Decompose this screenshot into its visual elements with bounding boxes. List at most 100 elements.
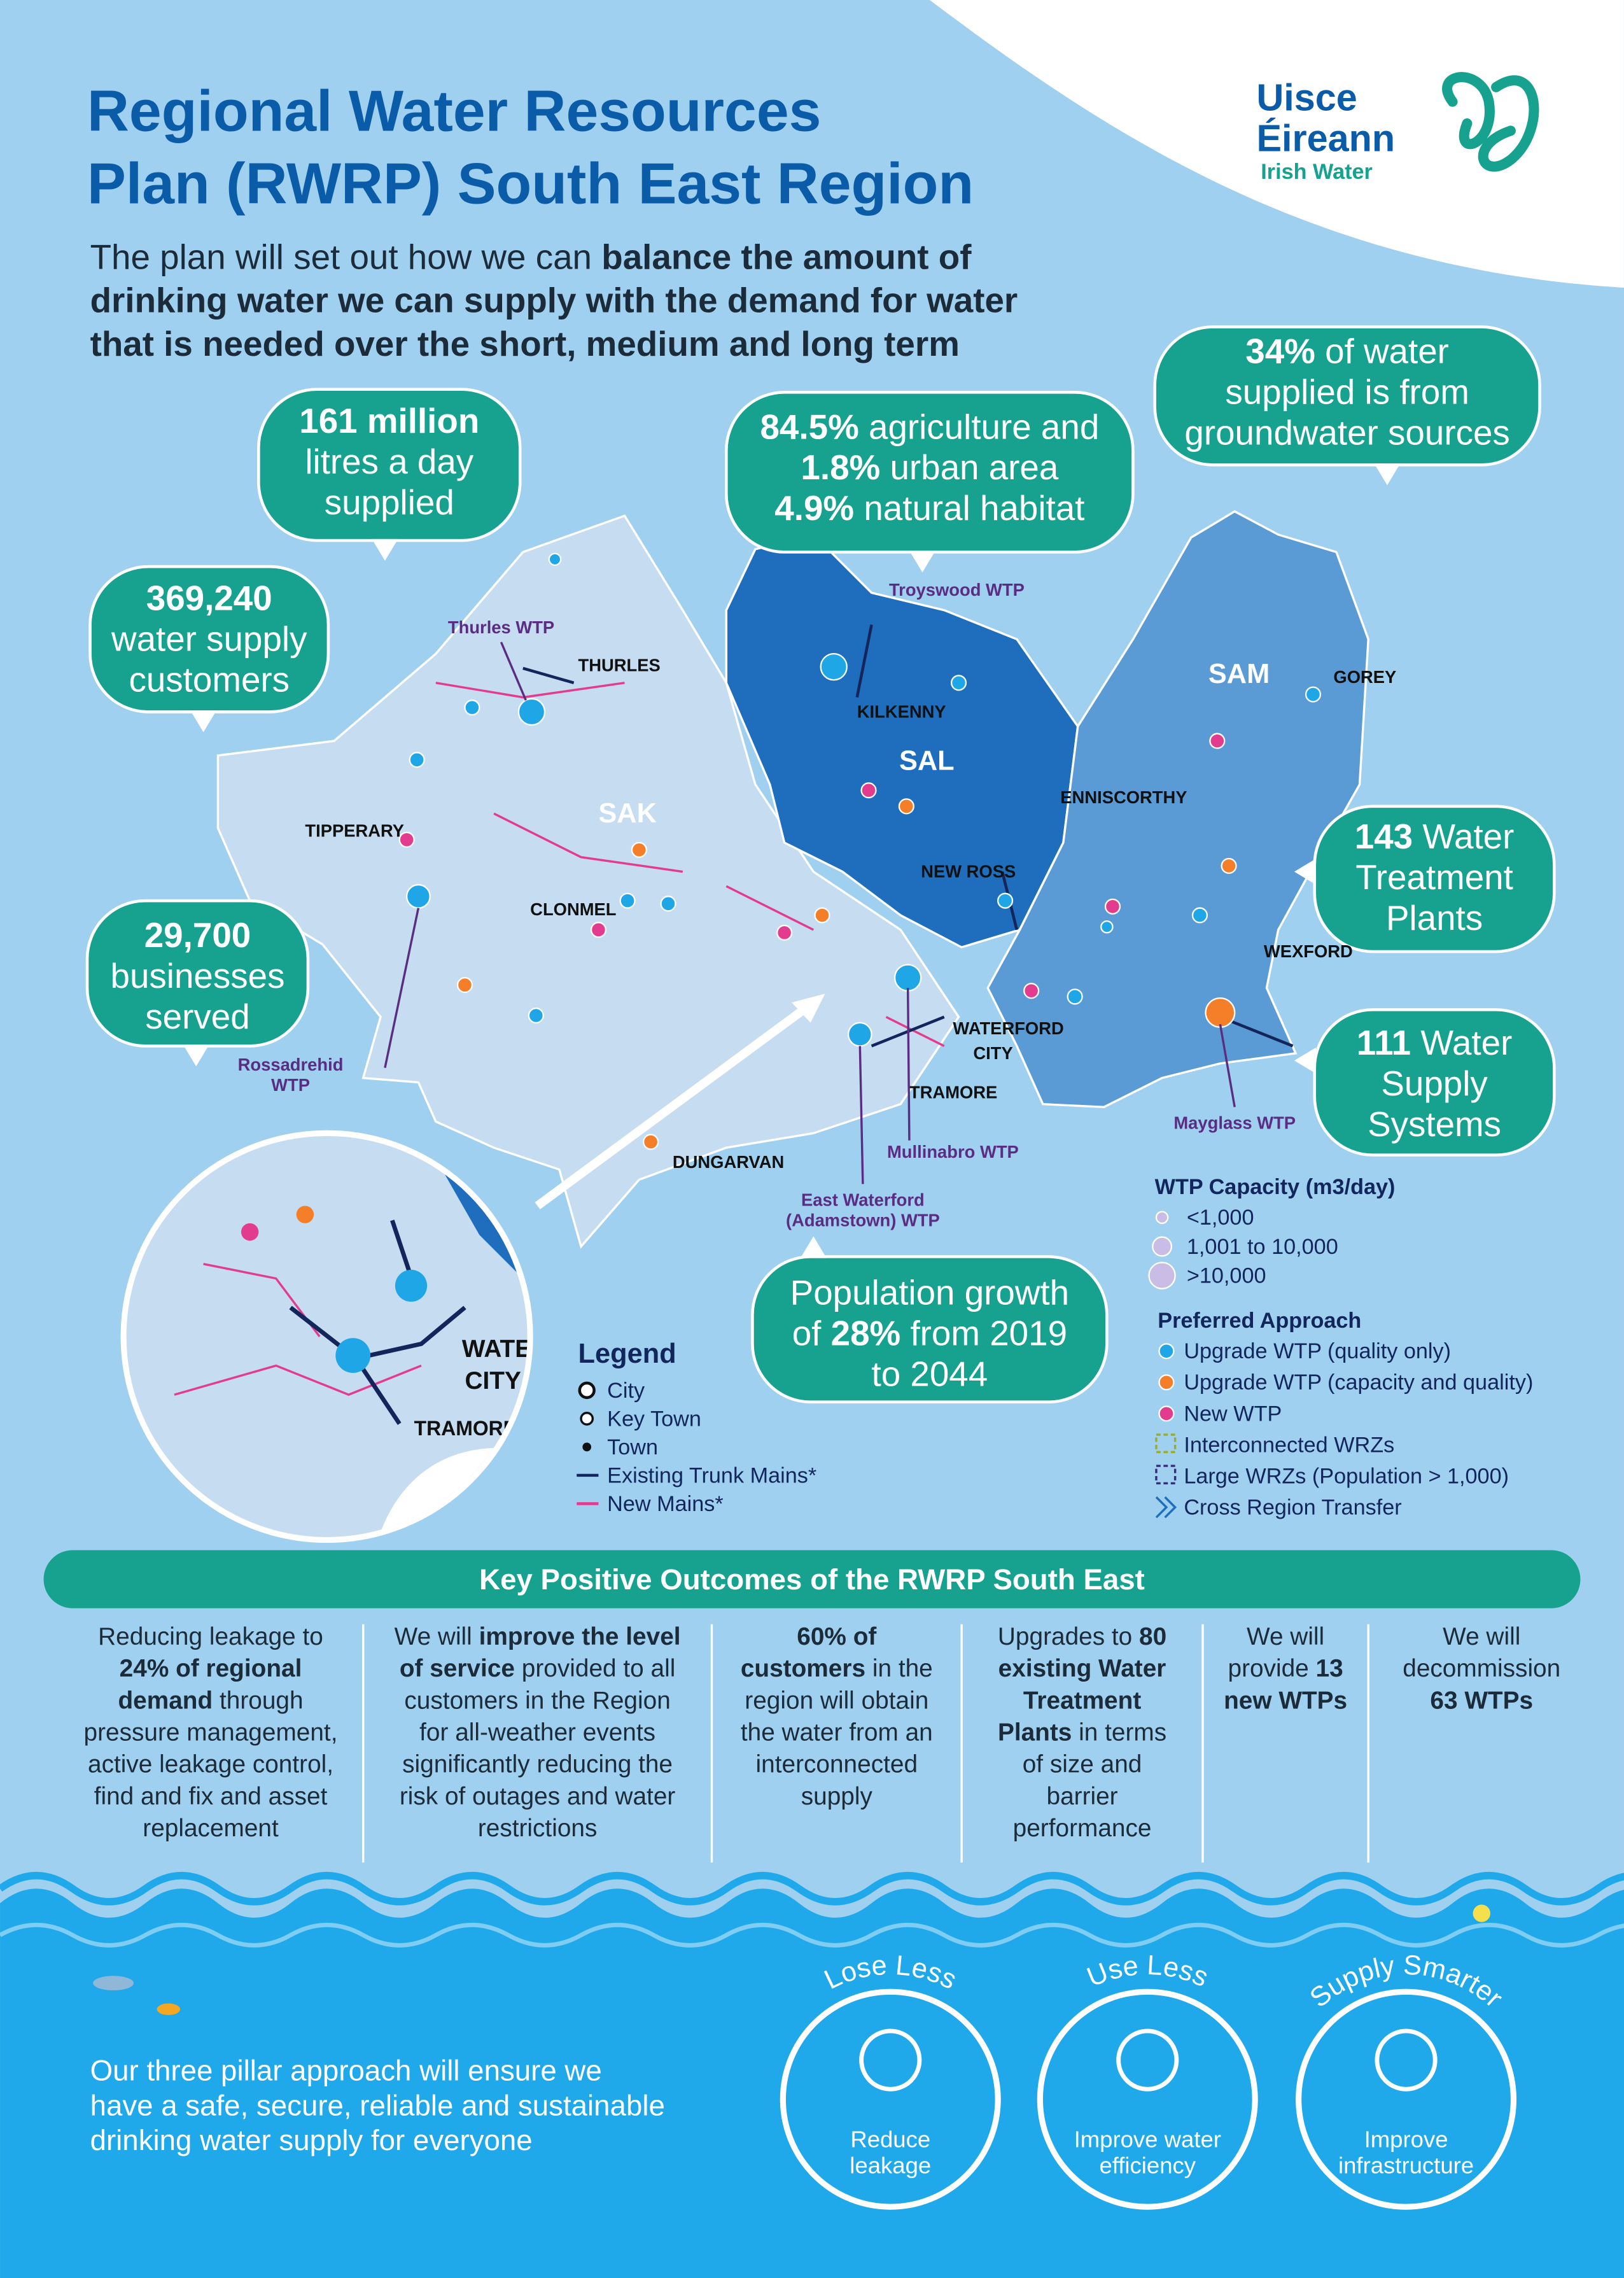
- plant-marker: [619, 892, 636, 909]
- plant-label: Rossadrehid: [238, 1055, 344, 1074]
- place-label: GOREY: [1333, 667, 1396, 687]
- callout-line: businesses: [110, 956, 284, 995]
- text: Upgrades to: [998, 1623, 1139, 1650]
- plant-marker: [517, 698, 546, 726]
- callout-line: 111 Water: [1357, 1023, 1513, 1062]
- title: Regional Water Resources: [87, 78, 821, 143]
- text: the water from an: [741, 1719, 933, 1746]
- plant-marker: [820, 652, 848, 681]
- bold-text: drinking water we can supply with the de…: [90, 281, 1018, 320]
- text: significantly reducing the: [402, 1751, 673, 1778]
- outcomes-bar: [43, 1550, 1581, 1608]
- pillar-circle: [1037, 1988, 1258, 2210]
- new-mains: [435, 682, 945, 1047]
- bold-text: 29,700: [144, 915, 251, 955]
- bold-text: 13: [1316, 1655, 1343, 1682]
- plant-marker: [643, 1134, 659, 1150]
- plant-label: Troyswood WTP: [889, 580, 1025, 600]
- callout-line: Supply: [1381, 1064, 1488, 1103]
- text: from 2019: [900, 1314, 1067, 1353]
- plant-marker: [528, 1007, 544, 1024]
- plant-marker: [398, 831, 415, 848]
- outcome-line: risk of outages and water: [400, 1783, 676, 1810]
- text: The plan will set out how we can: [90, 237, 602, 276]
- outcome-line: barrier: [1046, 1783, 1117, 1810]
- outcome-separators: [361, 1624, 1369, 1863]
- place-label: ENNISCORTHY: [1060, 787, 1187, 807]
- legend-item: Town: [607, 1435, 658, 1459]
- place-label: CITY: [973, 1043, 1012, 1063]
- pillar-caption: Improve: [1364, 2127, 1448, 2153]
- plant-marker: [1221, 857, 1237, 874]
- text: active leakage control,: [88, 1751, 333, 1778]
- approach-item: Large WRZs (Population > 1,000): [1184, 1464, 1509, 1488]
- intro-line: that is needed over the short, medium an…: [90, 324, 960, 363]
- approach-symbol: [1155, 1496, 1177, 1519]
- plant-marker: [464, 700, 480, 716]
- plant-marker: [1100, 920, 1114, 934]
- plant-marker: [814, 907, 830, 924]
- bold-text: 111: [1357, 1023, 1411, 1062]
- bold-text: of service: [400, 1655, 515, 1682]
- text: of size and: [1023, 1751, 1142, 1778]
- text: supply: [801, 1783, 873, 1810]
- callout-line: Systems: [1368, 1104, 1501, 1144]
- plant-marker: [1104, 898, 1121, 915]
- text: groundwater sources: [1184, 412, 1509, 452]
- plant-leader: [1219, 1023, 1236, 1107]
- text: litres a day: [305, 442, 473, 481]
- text: Supply: [1381, 1064, 1488, 1103]
- plant-label: Mayglass WTP: [1173, 1113, 1296, 1133]
- callout-pointer: [909, 551, 936, 573]
- zoom-arrowhead: [792, 994, 825, 1023]
- approach-item: Upgrade WTP (quality only): [1184, 1339, 1451, 1363]
- legend-title: Legend: [578, 1339, 676, 1369]
- legend-item: New Mains*: [607, 1492, 724, 1516]
- text: for all-weather events: [419, 1719, 655, 1746]
- legend-item: Existing Trunk Mains*: [607, 1463, 816, 1487]
- plant-marker: [997, 892, 1014, 909]
- outcome-line: significantly reducing the: [402, 1751, 673, 1778]
- approach-symbol: [1155, 1433, 1177, 1454]
- callout-pointer: [183, 1044, 209, 1067]
- callout-pointer: [190, 710, 217, 733]
- zoom-plant: [241, 1223, 259, 1241]
- plant-leader: [858, 1046, 864, 1185]
- legend-item: City: [607, 1379, 645, 1403]
- callout-line: water supply: [111, 619, 307, 659]
- callout-pointer: [1294, 858, 1317, 885]
- region-sak: [216, 514, 960, 1249]
- region-label: SAL: [899, 746, 955, 777]
- bold-text: existing Water: [998, 1655, 1166, 1682]
- text: supplied: [325, 482, 454, 522]
- outcome-line: We will: [1247, 1623, 1324, 1650]
- pillar-icon: [1375, 2028, 1438, 2092]
- bold-text: 143: [1355, 817, 1413, 856]
- text: businesses: [110, 956, 284, 995]
- bold-text: customers: [741, 1655, 865, 1682]
- plant-marker: [893, 964, 922, 992]
- approach-title: Preferred Approach: [1158, 1309, 1361, 1333]
- outcome-line: We will improve the level: [395, 1623, 681, 1650]
- outcome-line: replacement: [143, 1815, 279, 1842]
- logo-mark: [1442, 72, 1539, 172]
- text: agriculture and: [859, 407, 1100, 446]
- place-label: TRAMORE: [909, 1083, 997, 1102]
- plant-marker: [898, 798, 914, 815]
- outcome-line: for all-weather events: [419, 1719, 655, 1746]
- callout-line: 143 Water: [1355, 817, 1515, 856]
- zoom-arrow: [535, 999, 816, 1210]
- callout-line: served: [145, 997, 249, 1036]
- capacity-title: WTP Capacity (m3/day): [1155, 1175, 1396, 1199]
- pillar-icon: [859, 2028, 922, 2092]
- text: decommission: [1403, 1655, 1560, 1682]
- capacity-symbol: [1148, 1262, 1176, 1290]
- callout-line: 34% of water: [1245, 332, 1449, 371]
- logo-name: Uisce: [1256, 76, 1357, 118]
- outcome-line: performance: [1013, 1815, 1152, 1842]
- text: natural habitat: [854, 488, 1084, 528]
- capacity-item: <1,000: [1187, 1206, 1254, 1230]
- text: water supply: [111, 619, 307, 659]
- callout-pointer: [800, 1236, 827, 1258]
- plant-leader: [384, 908, 420, 1069]
